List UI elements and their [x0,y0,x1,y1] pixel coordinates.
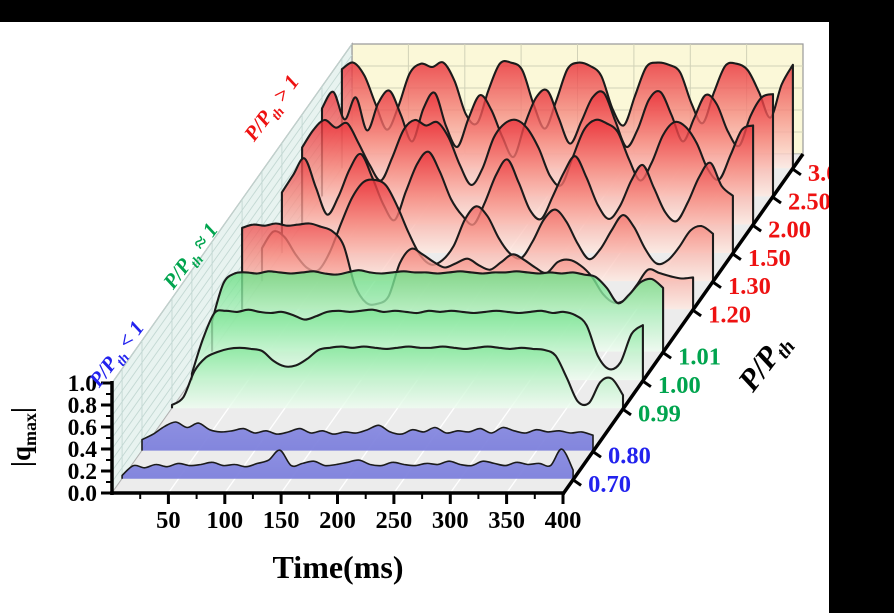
z-axis-title: |qmax| [6,407,40,467]
series-0.80 [141,421,594,451]
depth-tick-label: 2.50 [788,188,831,215]
time-axis-title: Time(ms) [273,549,404,585]
time-tick-label: 100 [206,507,243,534]
depth-tick-label: 1.00 [658,372,701,399]
time-tick-label: 200 [319,507,356,534]
top-black-bar [0,0,894,22]
depth-tick-label: 1.30 [728,273,771,300]
depth-tick-label: 0.80 [608,443,651,470]
depth-axis-title: P/Pth [730,326,800,401]
time-tick-label: 150 [263,507,300,534]
z-tick-label: 0.2 [68,459,97,485]
depth-tick-label: 2.00 [768,217,811,244]
depth-tick-label: 1.50 [748,245,791,272]
z-tick-label: 0.8 [68,393,97,419]
time-tick-label: 400 [545,507,582,534]
time-tick-label: 300 [432,507,469,534]
z-tick-label: 0.6 [68,415,98,441]
time-tick-label: 50 [156,507,181,534]
time-tick-label: 250 [376,507,413,534]
z-tick-label: 0.4 [68,437,98,463]
z-axis: 0.00.20.40.60.81.0 |qmax| [6,371,114,507]
z-tick-label: 0.0 [68,481,97,507]
depth-tick-label: 0.70 [588,471,631,498]
z-tick-label: 1.0 [68,371,97,397]
time-axis: 50 100 150 200 250 300 350 400 Time(ms) [110,491,582,585]
series-0.70 [121,448,574,479]
series-0.99 [170,345,625,409]
depth-tick-label: 0.99 [638,400,681,427]
depth-tick-label: 1.01 [678,344,721,371]
depth-tick-label: 1.20 [708,301,751,328]
time-tick-label: 350 [488,507,525,534]
right-black-bar [829,0,894,613]
